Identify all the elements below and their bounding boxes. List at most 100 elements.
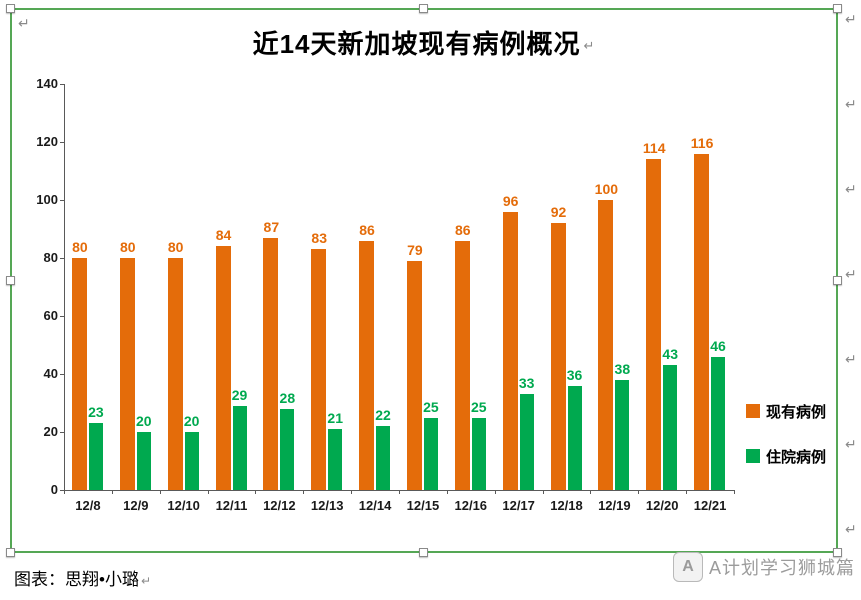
chart-title: 近14天新加坡现有病例概况 ↵ (12, 24, 836, 61)
bar-existing-cases (359, 240, 375, 490)
resize-handle-top-center[interactable] (419, 4, 428, 13)
y-axis-tick (60, 142, 64, 143)
x-axis-tick (255, 490, 257, 494)
bar-hospitalized-cases (280, 408, 295, 490)
bar-value-label-hospitalized: 23 (88, 404, 104, 421)
x-axis-tick (111, 490, 113, 494)
y-axis-tick (60, 490, 64, 491)
bar-existing-cases (406, 260, 422, 490)
bar-value-label-existing: 92 (550, 204, 567, 221)
x-axis-category-label: 12/21 (693, 498, 727, 513)
x-axis-tick (494, 490, 496, 494)
x-axis-tick (303, 490, 305, 494)
watermark-text: A计划学习狮城篇 (708, 558, 855, 578)
paragraph-mark: ↵ (845, 11, 857, 27)
bar-value-label-hospitalized: 22 (375, 407, 391, 424)
paragraph-mark: ↵ (18, 15, 30, 31)
paragraph-mark: ↵ (845, 96, 857, 112)
x-axis-tick (638, 490, 640, 494)
y-axis-tick (60, 316, 64, 317)
bar-existing-cases (119, 258, 135, 490)
resize-handle-top-right[interactable] (833, 4, 842, 13)
bar-hospitalized-cases (328, 429, 343, 490)
x-axis-tick (351, 490, 353, 494)
bar-value-label-hospitalized: 33 (518, 375, 535, 392)
watermark-logo-icon: A (672, 552, 703, 582)
chart-object[interactable]: 近14天新加坡现有病例概况 ↵ ↵ 0 20 40 60 80 100 120 140 80 23 1… (10, 8, 838, 553)
bar-hospitalized-cases (567, 385, 582, 490)
x-axis-category-label: 12/12 (263, 498, 296, 513)
bar-hospitalized-cases (232, 405, 247, 490)
paragraph-mark: ↵ (140, 574, 152, 588)
y-axis-tick (60, 374, 64, 375)
bar-hospitalized-cases (711, 356, 726, 490)
x-axis-category-label: 12/17 (502, 498, 535, 513)
x-axis-category-label: 12/19 (598, 498, 631, 513)
y-axis-tick-label: 0 (50, 482, 58, 497)
y-axis-tick-label: 120 (36, 134, 58, 149)
bar-existing-cases (646, 159, 662, 490)
paragraph-mark: ↵ (845, 351, 857, 367)
x-axis-category-label: 12/8 (75, 498, 101, 513)
bar-value-label-hospitalized: 25 (423, 398, 439, 415)
bar-value-label-existing: 80 (167, 239, 184, 255)
legend-item-existing-cases: 现有病例 (746, 402, 838, 421)
resize-handle-top-left[interactable] (6, 4, 15, 13)
legend-swatch-existing-cases (746, 404, 760, 418)
bar-value-label-existing: 100 (594, 181, 619, 197)
bar-value-label-hospitalized: 21 (327, 410, 343, 427)
x-axis-tick (207, 490, 209, 494)
bar-value-label-existing: 86 (454, 221, 471, 238)
y-axis-tick (60, 200, 64, 201)
y-axis-tick-label: 20 (43, 424, 58, 439)
x-axis-category-label: 12/9 (123, 498, 149, 513)
bar-hospitalized-cases (376, 426, 391, 490)
resize-handle-bottom-left[interactable] (6, 548, 15, 557)
x-axis-tick (734, 490, 735, 494)
bar-hospitalized-cases (519, 394, 534, 490)
bar-value-label-existing: 84 (215, 227, 232, 244)
bar-existing-cases (167, 258, 183, 490)
x-axis-tick (542, 490, 544, 494)
x-axis-tick (159, 490, 161, 494)
bar-value-label-existing: 96 (502, 192, 519, 209)
legend-swatch-hospitalized-cases (746, 449, 760, 463)
paragraph-mark: ↵ (845, 266, 857, 282)
x-axis-tick (590, 490, 592, 494)
chart-caption-text: 图表：思翔•小璐 (14, 570, 139, 589)
bar-existing-cases (71, 258, 87, 490)
legend-item-hospitalized-cases: 住院病例 (746, 447, 838, 466)
bar-value-label-hospitalized: 46 (710, 337, 726, 354)
bar-value-label-existing: 80 (119, 239, 136, 255)
x-axis-tick (399, 490, 400, 494)
y-axis-tick (60, 432, 64, 433)
y-axis-tick (60, 258, 64, 259)
resize-handle-bottom-right[interactable] (833, 548, 842, 557)
bar-hospitalized-cases (471, 417, 486, 490)
bar-value-label-hospitalized: 38 (614, 360, 631, 377)
resize-handle-middle-right[interactable] (833, 276, 842, 285)
x-axis-category-label: 12/15 (406, 498, 440, 513)
bar-existing-cases (694, 153, 710, 490)
paragraph-mark: ↵ (845, 521, 857, 537)
bar-existing-cases (311, 249, 327, 490)
resize-handle-middle-left[interactable] (6, 276, 15, 285)
bar-value-label-existing: 79 (407, 241, 423, 258)
x-axis-category-label: 12/13 (310, 498, 344, 513)
bar-existing-cases (598, 200, 614, 490)
bar-value-label-existing: 114 (642, 140, 666, 157)
legend-label-existing-cases: 现有病例 (766, 403, 827, 421)
bar-value-label-hospitalized: 29 (231, 386, 248, 403)
x-axis-tick (64, 490, 65, 494)
resize-handle-bottom-center[interactable] (419, 548, 428, 557)
chart-caption: 图表：思翔•小璐 ↵ (14, 565, 151, 590)
bar-existing-cases (454, 240, 470, 490)
bar-existing-cases (215, 246, 231, 490)
bar-existing-cases (550, 223, 566, 490)
bar-existing-cases (502, 211, 518, 490)
bar-value-label-existing: 83 (311, 230, 327, 247)
x-axis-category-label: 12/20 (645, 498, 679, 513)
bar-hospitalized-cases (423, 417, 438, 490)
bar-value-label-hospitalized: 20 (135, 413, 152, 429)
bar-value-label-hospitalized: 43 (662, 346, 678, 363)
